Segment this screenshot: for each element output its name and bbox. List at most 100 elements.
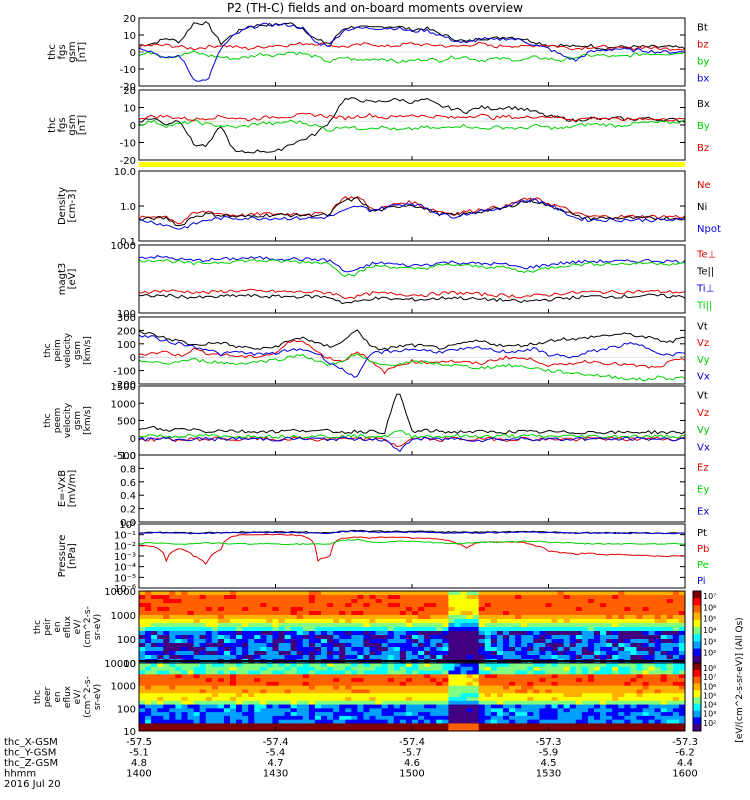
spectrogram-cell bbox=[442, 619, 449, 624]
spectrogram-cell bbox=[242, 655, 249, 660]
legend-label: Ni bbox=[697, 202, 707, 213]
spectrogram-cell bbox=[321, 700, 328, 706]
spectrogram-cell bbox=[314, 670, 322, 675]
spectrogram-cell bbox=[308, 689, 316, 694]
spectrogram-cell bbox=[551, 647, 559, 652]
spectrogram-cell bbox=[163, 599, 170, 604]
spectrogram-cell bbox=[424, 639, 431, 644]
spectrogram-cell bbox=[496, 723, 504, 728]
spectrogram-cell bbox=[248, 685, 255, 690]
spectrogram-cell bbox=[448, 700, 455, 706]
spectrogram-cell bbox=[339, 712, 346, 717]
spectrogram-cell bbox=[351, 670, 358, 675]
spectrogram-cell bbox=[545, 655, 553, 660]
spectrogram-cell bbox=[223, 631, 231, 636]
spectrogram-cell bbox=[454, 689, 462, 694]
spectrogram-cell bbox=[533, 685, 540, 690]
spectrogram-cell bbox=[175, 697, 182, 702]
spectrogram-cell bbox=[551, 700, 559, 706]
spectrogram-cell bbox=[187, 700, 195, 706]
spectrogram-cell bbox=[618, 619, 625, 624]
spectrogram-cell bbox=[660, 607, 668, 612]
spectrogram-cell bbox=[399, 685, 407, 690]
spectrogram-cell bbox=[405, 607, 413, 612]
spectrogram-cell bbox=[666, 670, 674, 675]
spectrogram-cell bbox=[363, 607, 371, 612]
spectrogram-cell bbox=[157, 607, 164, 612]
spectrogram-cell bbox=[424, 685, 431, 690]
spectrogram-cell bbox=[393, 639, 401, 644]
spectrogram-cell bbox=[375, 693, 383, 698]
spectrogram-cell bbox=[418, 623, 425, 628]
spectrogram-cell bbox=[339, 595, 346, 600]
spectrogram-cell bbox=[612, 607, 619, 612]
spectrogram-cell bbox=[509, 591, 516, 596]
spectrogram-cell bbox=[357, 666, 364, 672]
spectrogram-cell bbox=[339, 623, 346, 628]
spectrogram-cell bbox=[175, 623, 182, 628]
spectrogram-cell bbox=[157, 712, 164, 717]
spectrogram-cell bbox=[157, 643, 164, 648]
spectrogram-cell bbox=[157, 663, 164, 668]
spectrogram-cell bbox=[381, 715, 389, 721]
spectrogram-cell bbox=[436, 623, 443, 628]
spectrogram-cell bbox=[351, 639, 358, 644]
spectrogram-cell bbox=[187, 712, 195, 717]
panel-frame bbox=[138, 385, 686, 456]
spectrogram-cell bbox=[333, 715, 340, 721]
spectrogram-cell bbox=[618, 693, 625, 698]
spectrogram-cell bbox=[630, 635, 637, 640]
spectrogram-cell bbox=[666, 712, 674, 717]
spectrogram-cell bbox=[230, 607, 237, 612]
spectrogram-cell bbox=[393, 723, 401, 728]
spectrogram-cell bbox=[472, 627, 480, 632]
spectrogram-cell bbox=[418, 647, 425, 652]
spectrogram-cell bbox=[648, 700, 656, 706]
spectrogram-cell bbox=[399, 615, 407, 620]
spectrogram-cell bbox=[612, 719, 619, 724]
spectrogram-cell bbox=[484, 727, 492, 732]
spectrogram-cell bbox=[654, 643, 662, 648]
spectrogram-cell bbox=[606, 712, 613, 717]
spectrogram-cell bbox=[321, 689, 328, 694]
spectrogram-cell bbox=[618, 719, 625, 724]
spectrogram-cell bbox=[369, 643, 377, 648]
spectrogram-cell bbox=[248, 635, 255, 640]
spectrogram-cell bbox=[211, 704, 219, 709]
spectrogram-cell bbox=[266, 623, 273, 628]
panel-ylabel: thc bbox=[43, 343, 53, 357]
spectrogram-cell bbox=[600, 693, 607, 698]
spectrogram-cell bbox=[424, 631, 431, 636]
spectrogram-cell bbox=[624, 681, 631, 687]
spectrogram-cell bbox=[569, 611, 577, 616]
spectrogram-cell bbox=[533, 708, 540, 713]
spectrogram-cell bbox=[612, 599, 619, 604]
spectrogram-cell bbox=[642, 623, 650, 628]
spectrogram-cell bbox=[157, 635, 164, 640]
spectrogram-cell bbox=[581, 631, 589, 636]
spectrogram-cell bbox=[484, 603, 492, 608]
y-tick-label: 10.0 bbox=[114, 167, 136, 178]
spectrogram-cell bbox=[211, 666, 219, 672]
spectrogram-cell bbox=[139, 666, 146, 672]
spectrogram-cell bbox=[563, 704, 571, 709]
spectrogram-cell bbox=[308, 666, 316, 672]
spectrogram-cell bbox=[302, 700, 310, 706]
spectrogram-cell bbox=[236, 727, 243, 732]
spectrogram-cell bbox=[660, 674, 668, 679]
spectrogram-cell bbox=[569, 719, 577, 724]
spectrogram-cell bbox=[375, 595, 383, 600]
spectrogram-cell bbox=[575, 647, 583, 652]
spectrogram-cell bbox=[527, 670, 534, 675]
spectrogram-cell bbox=[308, 719, 316, 724]
colorbar-tick-label: 10² bbox=[703, 649, 716, 658]
spectrogram-cell bbox=[369, 651, 377, 656]
spectrogram-cell bbox=[248, 689, 255, 694]
spectrogram-cell bbox=[254, 615, 261, 620]
spectrogram-cell bbox=[205, 697, 213, 702]
spectrogram-cell bbox=[236, 670, 243, 675]
spectrogram-cell bbox=[448, 611, 455, 616]
spectrogram-cell bbox=[594, 619, 601, 624]
spectrogram-cell bbox=[248, 700, 255, 706]
spectrogram-cell bbox=[600, 607, 607, 612]
